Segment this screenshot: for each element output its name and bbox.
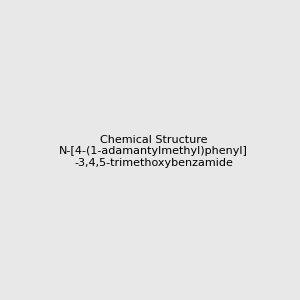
Text: Chemical Structure
N-[4-(1-adamantylmethyl)phenyl]
-3,4,5-trimethoxybenzamide: Chemical Structure N-[4-(1-adamantylmeth… xyxy=(59,135,248,168)
